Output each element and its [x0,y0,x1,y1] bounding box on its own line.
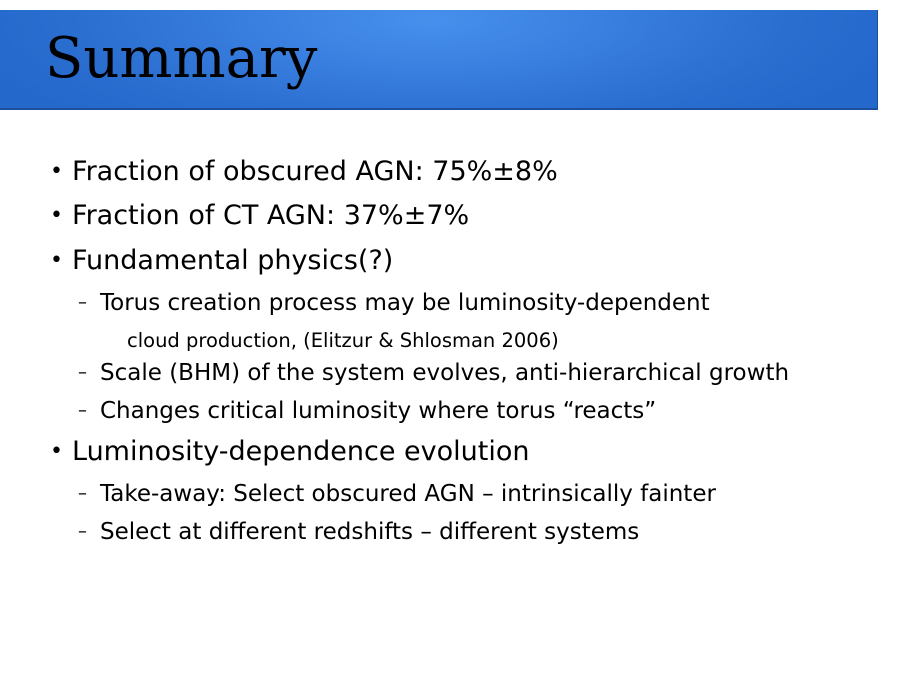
bullet-marker: • [50,159,63,184]
dash-marker: – [78,362,87,383]
sub-bullet-item: – Scale (BHM) of the system evolves, anti… [78,360,789,386]
sub-bullet-item: – Select at different redshifts – differe… [78,519,639,545]
bullet-marker: • [50,248,63,273]
sub-bullet-text: Select at different redshifts – differen… [100,519,640,545]
bullet-marker: • [50,439,63,464]
bullet-item: • Fraction of obscured AGN: 75%±8% [50,156,558,187]
slide-title: Summary [45,26,318,91]
bullet-item: • Fraction of CT AGN: 37%±7% [50,200,469,231]
sub-bullet-text: Changes critical luminosity where torus … [100,398,657,424]
bullet-marker: • [50,203,63,228]
title-bar: Summary [0,10,878,110]
dash-marker: – [78,292,87,313]
sub-bullet-item: – Take-away: Select obscured AGN – intrin… [78,481,716,507]
sub-sub-item: cloud production, (Elitzur & Shlosman 20… [127,329,559,352]
bullet-text: Fraction of obscured AGN: 75%±8% [72,156,558,187]
dash-marker: – [78,400,87,421]
bullet-text: Fundamental physics(?) [72,245,394,276]
sub-bullet-text: Take-away: Select obscured AGN – intrins… [100,481,716,507]
sub-bullet-item: – Torus creation process may be luminosit… [78,290,710,316]
sub-bullet-item: – Changes critical luminosity where torus… [78,398,656,424]
dash-marker: – [78,521,87,542]
bullet-text: Luminosity-dependence evolution [72,436,530,467]
dash-marker: – [78,483,87,504]
sub-sub-text: cloud production, (Elitzur & Shlosman 20… [127,329,559,352]
bullet-text: Fraction of CT AGN: 37%±7% [72,200,470,231]
bullet-item: • Luminosity-dependence evolution [50,436,529,467]
bullet-item: • Fundamental physics(?) [50,245,393,276]
sub-bullet-text: Torus creation process may be luminosity… [100,290,710,316]
sub-bullet-text: Scale (BHM) of the system evolves, anti-… [100,360,790,386]
